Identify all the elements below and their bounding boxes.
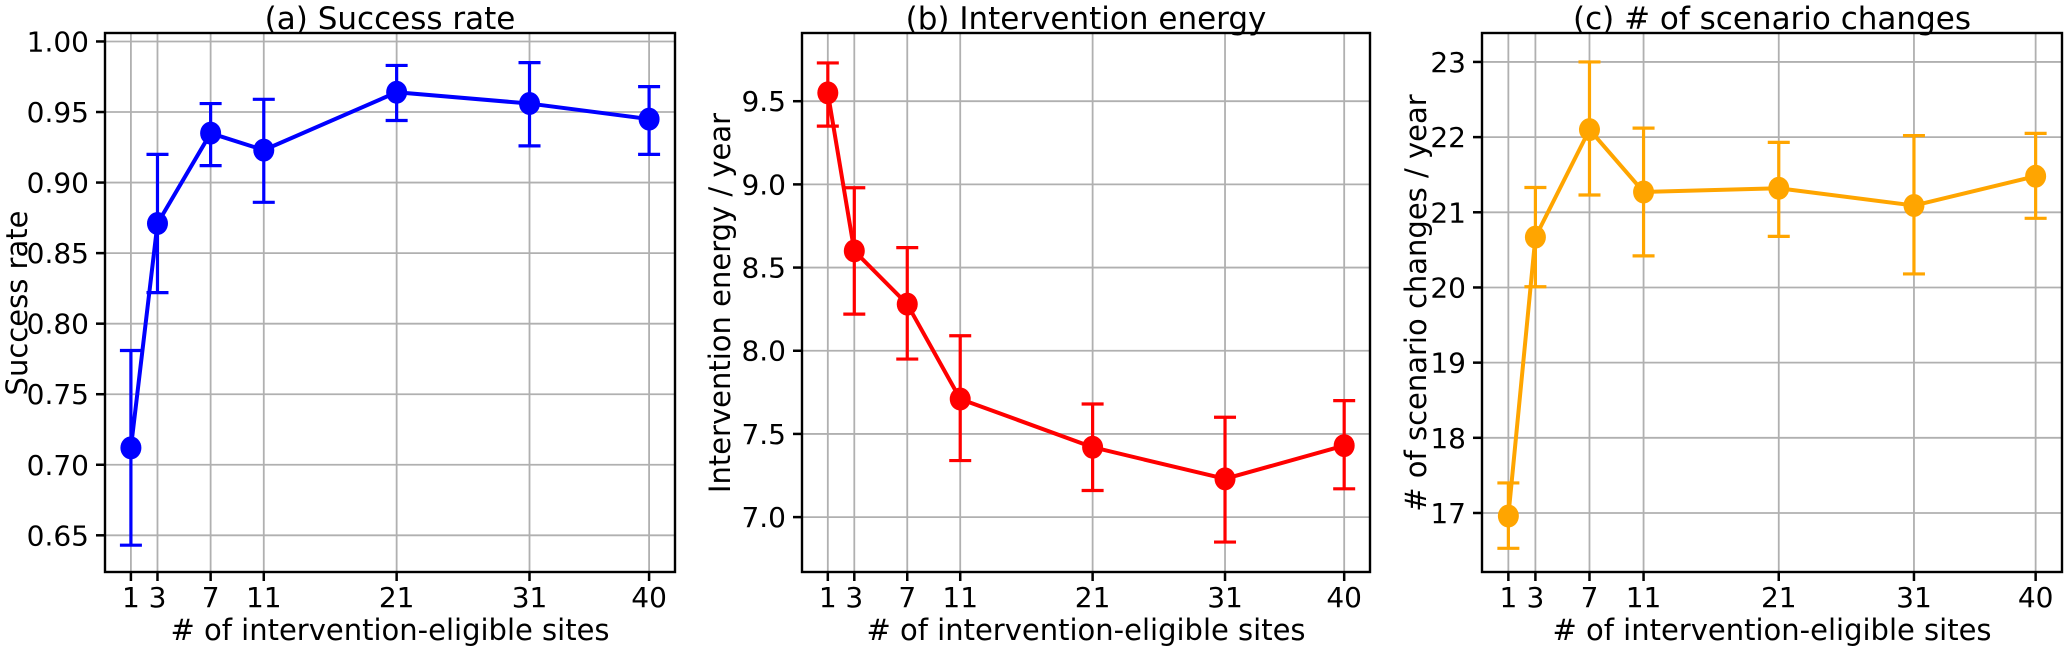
data-point [1768, 176, 1790, 200]
axes-frame [800, 31, 1372, 574]
chart-c-plot-area: 1 3 7 11 21 31 40 17 18 19 20 21 22 23 [1430, 31, 2064, 614]
data-point [200, 121, 222, 145]
y-tick-label: 18 [1430, 422, 1466, 455]
data-point [638, 107, 660, 131]
x-tick-label: 31 [1207, 581, 1243, 614]
data-point [817, 81, 839, 105]
data-point [1633, 180, 1655, 204]
x-tick-label: 11 [246, 581, 282, 614]
x-tick-label: 7 [898, 581, 916, 614]
data-point [146, 211, 168, 235]
x-tick-label: 40 [2018, 581, 2054, 614]
x-tick-label: 1 [122, 581, 140, 614]
y-tick-label: 0.95 [27, 96, 89, 129]
data-point [120, 436, 142, 460]
data-point [1082, 435, 1104, 459]
data-point [1578, 118, 1600, 142]
y-tick-label: 8.0 [741, 335, 786, 368]
y-tick-label: 0.70 [27, 449, 89, 482]
chart-a-x-axis-label: # of intervention-eligible sites [170, 613, 610, 647]
data-point [1903, 194, 1925, 218]
y-tick-label: 0.75 [27, 378, 89, 411]
x-tick-label: 21 [1761, 581, 1797, 614]
y-tick-label: 8.5 [741, 252, 786, 285]
data-point [1524, 225, 1546, 249]
y-tick-label: 23 [1430, 46, 1466, 79]
y-tick-label: 1.00 [27, 25, 89, 58]
x-tick-label: 21 [1075, 581, 1111, 614]
chart-a-title: (a) Success rate [264, 1, 516, 37]
x-tick-label: 40 [631, 581, 667, 614]
y-tick-label: 19 [1430, 347, 1466, 380]
data-point [1214, 467, 1236, 491]
chart-c-title: (c) # of scenario changes [1573, 1, 1971, 37]
data-point [253, 138, 275, 162]
x-tick-label: 3 [1526, 581, 1544, 614]
x-tick-label: 40 [1326, 581, 1362, 614]
y-tick-label: 0.80 [27, 308, 89, 341]
y-tick-label: 0.90 [27, 167, 89, 200]
data-point [1333, 434, 1355, 458]
y-tick-label: 22 [1430, 121, 1466, 154]
x-tick-label: 3 [149, 581, 167, 614]
data-point [386, 80, 408, 104]
x-tick-label: 31 [512, 581, 548, 614]
y-tick-label: 0.65 [27, 519, 89, 552]
y-tick-label: 20 [1430, 271, 1466, 304]
y-tick-label: 9.5 [741, 85, 786, 118]
chart-b-x-axis-label: # of intervention-eligible sites [866, 613, 1306, 647]
x-tick-label: 3 [845, 581, 863, 614]
data-point [843, 239, 865, 263]
y-tick-label: 7.0 [741, 501, 786, 534]
series-line [825, 90, 1347, 481]
y-tick-label: 7.5 [741, 418, 786, 451]
data-point [2025, 164, 2047, 188]
data-point [1497, 504, 1519, 528]
x-tick-label: 11 [942, 581, 978, 614]
chart-a-plot-area: 1 3 7 11 21 31 40 0.65 0.70 0.75 0.80 0.85 0.90 0.95 1… [27, 25, 677, 614]
x-tick-label: 31 [1896, 581, 1932, 614]
data-point [519, 92, 541, 116]
x-tick-label: 21 [379, 581, 415, 614]
y-tick-label: 21 [1430, 196, 1466, 229]
x-tick-label: 7 [1581, 581, 1599, 614]
data-point [949, 387, 971, 411]
data-point [896, 292, 918, 316]
y-tick-label: 9.0 [741, 168, 786, 201]
chart-b-plot-area: 1 3 7 11 21 31 40 7.0 7.5 8.0 8.5 9.0 9.5 [741, 31, 1372, 614]
y-tick-label: 17 [1430, 497, 1466, 530]
x-tick-label: 11 [1626, 581, 1662, 614]
x-tick-label: 7 [202, 581, 220, 614]
axes-frame [1480, 31, 2064, 574]
x-tick-label: 1 [819, 581, 837, 614]
chart-b-title: (b) Intervention energy [905, 1, 1267, 37]
x-tick-label: 1 [1499, 581, 1517, 614]
axes-frame [103, 31, 677, 574]
chart-c-x-axis-label: # of intervention-eligible sites [1552, 613, 1992, 647]
y-tick-label: 0.85 [27, 237, 89, 270]
